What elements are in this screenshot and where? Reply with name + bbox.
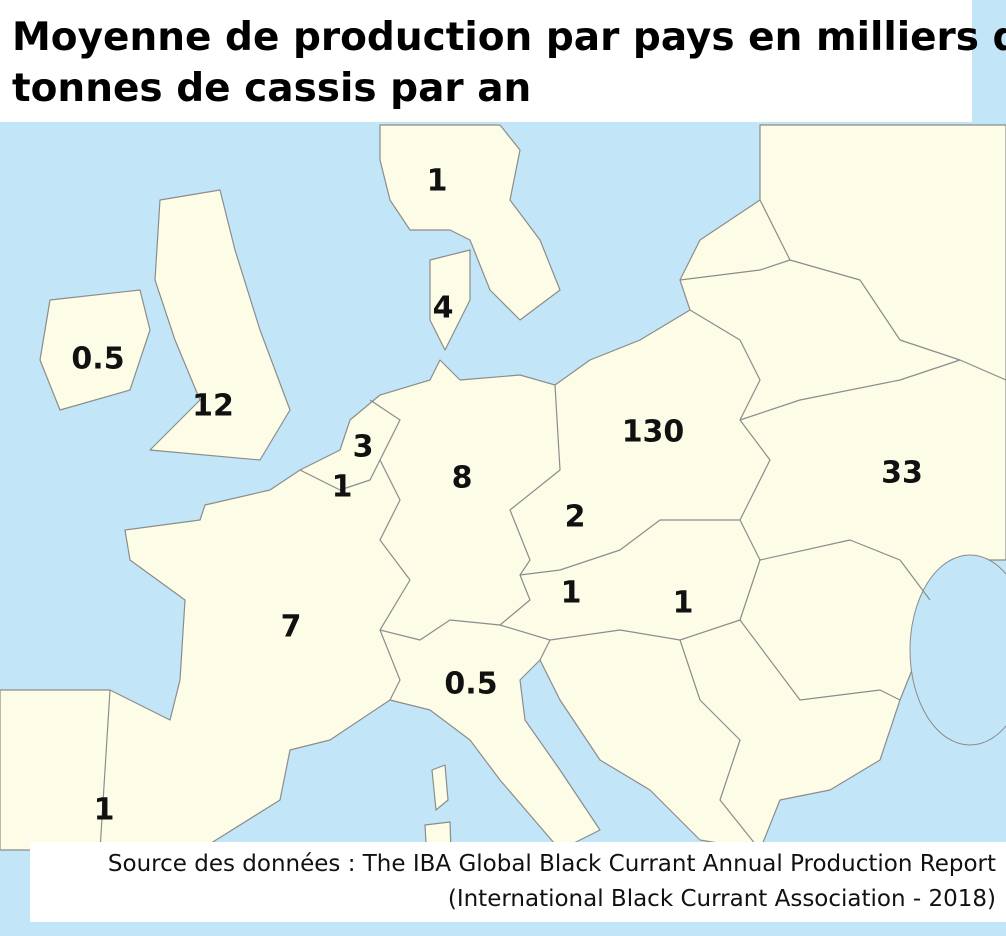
- border: [739, 359, 1006, 421]
- border: [539, 639, 551, 661]
- black-sea: [909, 554, 1006, 746]
- source-box: [30, 842, 1006, 922]
- corsica: [431, 764, 449, 811]
- production-label: 2: [565, 500, 586, 535]
- production-label: 12: [192, 389, 234, 424]
- production-label: 0.5: [444, 667, 497, 702]
- production-label: 1: [94, 793, 115, 828]
- production-label: 7: [281, 610, 302, 645]
- ireland: [39, 289, 151, 411]
- scandinavia: [379, 124, 561, 321]
- title-box: [0, 0, 972, 122]
- border: [379, 629, 401, 701]
- title: Moyenne de production par pays en millie…: [12, 15, 1006, 60]
- border: [759, 539, 931, 601]
- production-label: 4: [433, 291, 454, 326]
- britain: [149, 189, 291, 461]
- source: (International Black Currant Association…: [448, 886, 996, 912]
- border: [679, 639, 761, 851]
- source: Source des données : The IBA Global Blac…: [108, 851, 996, 877]
- border: [299, 459, 381, 491]
- production-label: 1: [673, 586, 694, 621]
- border: [369, 399, 531, 641]
- production-label: 130: [622, 415, 685, 450]
- border: [679, 259, 791, 281]
- production-label: 1: [332, 470, 353, 505]
- production-label: 1: [427, 164, 448, 199]
- denmark: [429, 249, 471, 351]
- production-label: 8: [452, 461, 473, 496]
- production-label: 33: [881, 456, 923, 491]
- title: tonnes de cassis par an: [12, 66, 531, 111]
- production-label: 1: [561, 576, 582, 611]
- border: [99, 689, 111, 851]
- border: [509, 309, 771, 576]
- border: [759, 199, 961, 361]
- border: [739, 619, 901, 701]
- production-label: 0.5: [71, 342, 124, 377]
- production-label: 3: [353, 430, 374, 465]
